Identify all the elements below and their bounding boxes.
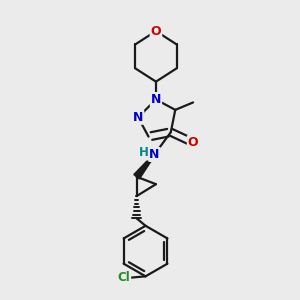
Text: H: H	[139, 146, 149, 160]
Polygon shape	[134, 154, 155, 179]
Text: N: N	[149, 148, 160, 161]
Text: O: O	[188, 136, 198, 149]
Text: N: N	[133, 111, 143, 124]
Text: O: O	[151, 25, 161, 38]
Text: N: N	[151, 93, 161, 106]
Text: Cl: Cl	[118, 271, 130, 284]
